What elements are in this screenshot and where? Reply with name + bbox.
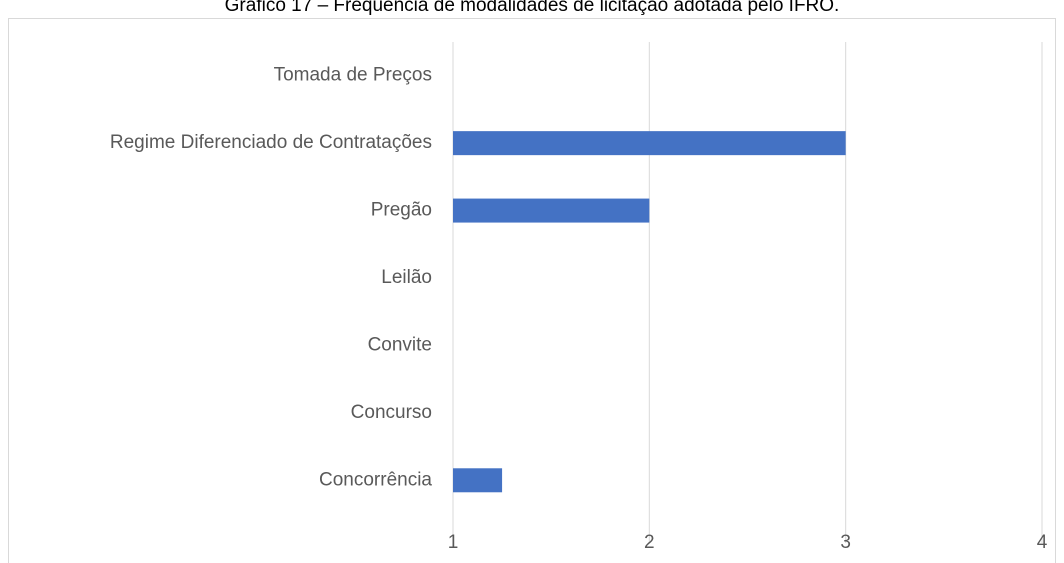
x-tick-label: 3 [840, 532, 851, 553]
bar [453, 468, 503, 493]
bar [453, 131, 846, 156]
y-tick-label: Pregão [371, 200, 432, 221]
y-tick-label: Leilão [381, 267, 432, 288]
bar [453, 198, 650, 223]
chart-title: Gráfico 17 – Frequência de modalidades d… [225, 0, 840, 16]
x-tick-label: 2 [644, 532, 655, 553]
y-tick-label: Convite [368, 334, 432, 355]
y-tick-label: Concurso [351, 402, 432, 423]
y-tick-label: Regime Diferenciado de Contratações [110, 132, 432, 153]
y-tick-label: Tomada de Preços [274, 65, 432, 86]
chart-border [8, 18, 1056, 563]
x-tick-label: 4 [1037, 532, 1048, 553]
y-tick-label: Concorrência [319, 469, 432, 490]
x-tick-label: 1 [448, 532, 459, 553]
